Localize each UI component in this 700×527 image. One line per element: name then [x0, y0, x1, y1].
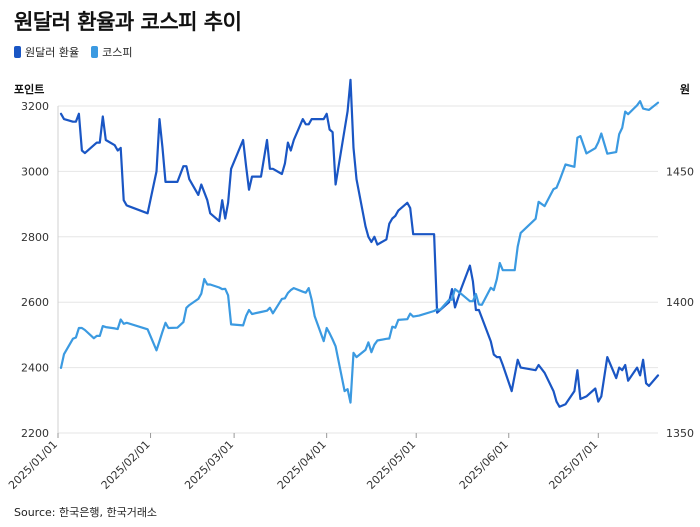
source-note: Source: 한국은행, 한국거래소	[14, 506, 158, 519]
y-left-tick-label: 3200	[21, 100, 49, 113]
legend-label-usdkrw: 원달러 환율	[25, 46, 80, 59]
series-line-kospi	[59, 100, 660, 404]
legend-item-usdkrw[interactable]: 원달러 환율	[14, 44, 79, 60]
x-tick-label: 2025/04/01	[275, 438, 329, 492]
legend-swatch-usdkrw	[14, 46, 21, 58]
y-right-tick-label: 1400	[666, 296, 694, 309]
legend-label-kospi: 코스피	[102, 46, 133, 59]
chart-title: 원달러 환율과 코스피 추이	[14, 10, 242, 34]
y-left-tick-label: 2400	[21, 362, 49, 375]
legend: 원달러 환율 코스피	[14, 44, 132, 60]
series-line-usdkrw	[59, 78, 660, 408]
x-tick-label: 2025/06/01	[457, 438, 511, 492]
y-left-tick-label: 3000	[21, 165, 49, 178]
x-tick-label: 2025/03/01	[182, 438, 236, 492]
legend-swatch-kospi	[91, 46, 99, 58]
legend-item-kospi[interactable]: 코스피	[91, 44, 132, 60]
y-left-tick-label: 2800	[21, 231, 49, 244]
x-tick-label: 2025/05/01	[364, 438, 418, 492]
y-right-tick-label: 1350	[666, 427, 694, 440]
y-left-tick-label: 2200	[21, 427, 49, 440]
y-left-tick-label: 2600	[21, 296, 49, 309]
left-axis-unit: 포인트	[14, 83, 45, 96]
x-tick-label: 2025/01/01	[6, 438, 60, 492]
x-tick-label: 2025/07/01	[546, 438, 600, 492]
x-tick-label: 2025/02/01	[99, 438, 153, 492]
right-axis-unit: 원	[679, 83, 690, 96]
y-right-tick-label: 1450	[666, 165, 694, 178]
